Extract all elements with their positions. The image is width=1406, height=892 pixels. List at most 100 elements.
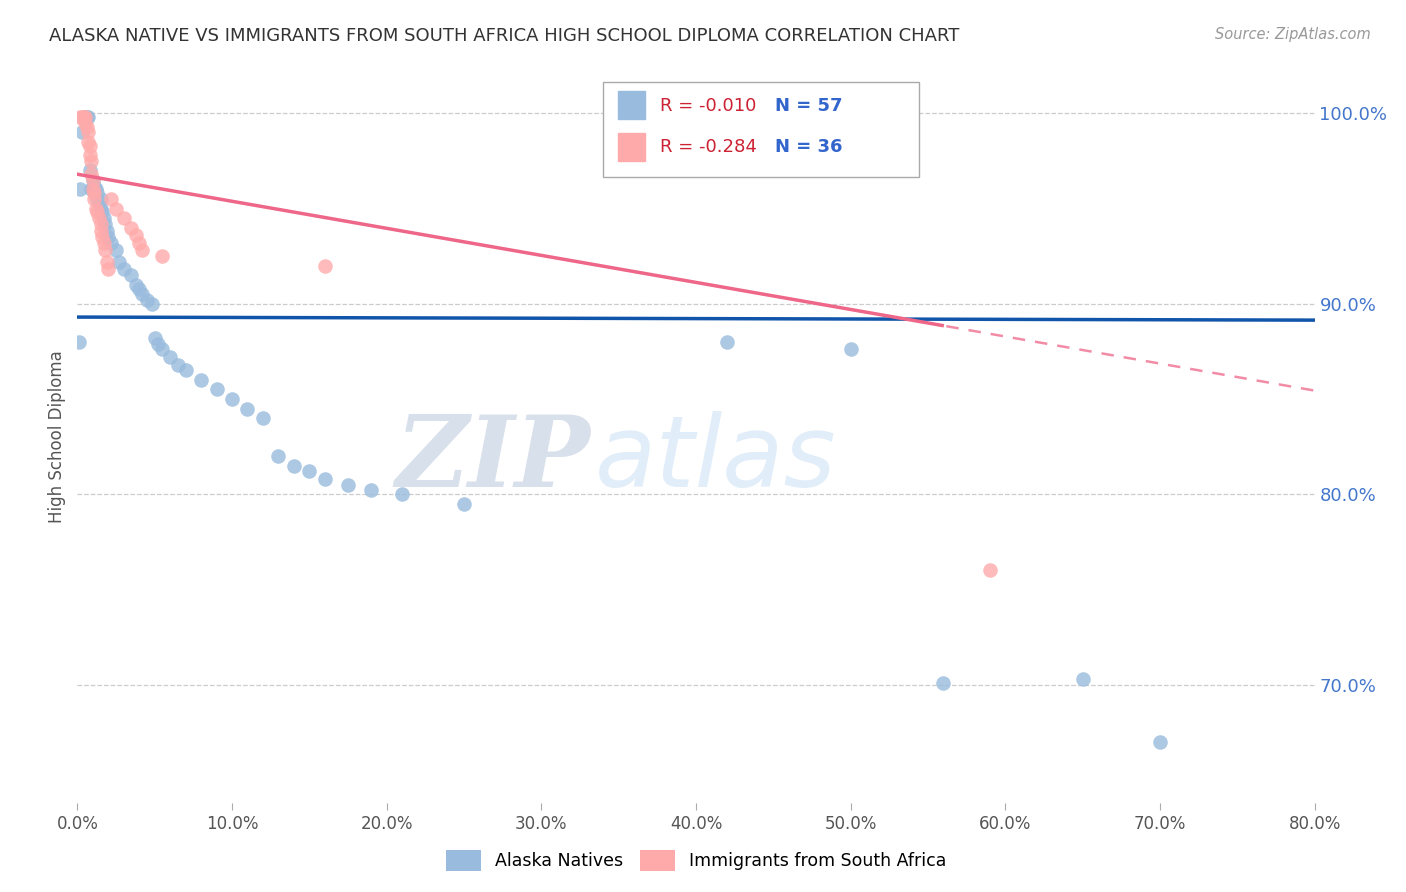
Text: N = 36: N = 36 bbox=[775, 138, 842, 156]
Point bbox=[70, 110, 93, 124]
Point bbox=[221, 392, 243, 406]
Point bbox=[75, 110, 96, 124]
Point bbox=[87, 197, 110, 211]
Point bbox=[70, 125, 93, 139]
Point bbox=[90, 192, 112, 206]
Point bbox=[82, 173, 104, 187]
Point bbox=[100, 192, 122, 206]
Point bbox=[112, 262, 135, 277]
Point bbox=[90, 224, 112, 238]
Point bbox=[84, 202, 107, 216]
Point bbox=[159, 350, 181, 364]
Point bbox=[252, 411, 274, 425]
Point bbox=[146, 336, 169, 351]
Point bbox=[105, 202, 128, 216]
FancyBboxPatch shape bbox=[603, 82, 918, 178]
Point bbox=[360, 483, 382, 498]
Text: N = 57: N = 57 bbox=[775, 96, 842, 115]
Point bbox=[314, 472, 336, 486]
Point bbox=[236, 401, 259, 416]
Point bbox=[91, 230, 114, 244]
Point bbox=[108, 255, 131, 269]
Point bbox=[72, 110, 94, 124]
Text: R = -0.010: R = -0.010 bbox=[659, 96, 756, 115]
Point bbox=[76, 120, 98, 134]
Point bbox=[79, 163, 101, 178]
Point bbox=[93, 211, 115, 225]
Point bbox=[131, 287, 153, 301]
Point bbox=[152, 249, 174, 263]
Point bbox=[125, 228, 148, 243]
Point bbox=[77, 110, 100, 124]
Point bbox=[125, 277, 148, 292]
Point bbox=[97, 262, 120, 277]
Point bbox=[141, 297, 163, 311]
Y-axis label: High School Diploma: High School Diploma bbox=[48, 351, 66, 524]
Point bbox=[75, 116, 96, 130]
Point bbox=[86, 186, 108, 201]
Point bbox=[75, 110, 96, 124]
Point bbox=[72, 110, 94, 124]
Legend: Alaska Natives, Immigrants from South Africa: Alaska Natives, Immigrants from South Af… bbox=[439, 843, 953, 879]
Point bbox=[97, 230, 120, 244]
Point bbox=[69, 110, 91, 124]
Point bbox=[1071, 672, 1094, 686]
Point bbox=[1149, 735, 1171, 749]
Point bbox=[90, 202, 112, 216]
Point bbox=[128, 281, 150, 295]
Bar bbox=[619, 91, 645, 119]
Text: ZIP: ZIP bbox=[396, 411, 591, 508]
Point bbox=[131, 244, 153, 258]
Point bbox=[90, 217, 112, 231]
Point bbox=[121, 268, 143, 282]
Point bbox=[121, 220, 143, 235]
Point bbox=[77, 135, 100, 149]
Point bbox=[453, 497, 475, 511]
Point bbox=[94, 244, 117, 258]
Point bbox=[979, 563, 1001, 577]
Point bbox=[190, 373, 212, 387]
Point bbox=[205, 383, 228, 397]
Point bbox=[93, 235, 115, 250]
Point bbox=[112, 211, 135, 225]
Point bbox=[91, 205, 114, 219]
Point bbox=[77, 125, 100, 139]
Point bbox=[105, 244, 128, 258]
Point bbox=[267, 449, 290, 463]
Point bbox=[314, 259, 336, 273]
Point bbox=[86, 205, 108, 219]
Point bbox=[94, 217, 117, 231]
Point bbox=[143, 331, 166, 345]
Point bbox=[83, 178, 105, 193]
Text: atlas: atlas bbox=[595, 410, 837, 508]
Point bbox=[174, 363, 197, 377]
Point bbox=[67, 334, 90, 349]
Point bbox=[391, 487, 413, 501]
Point bbox=[82, 182, 104, 196]
Point bbox=[128, 235, 150, 250]
Text: ALASKA NATIVE VS IMMIGRANTS FROM SOUTH AFRICA HIGH SCHOOL DIPLOMA CORRELATION CH: ALASKA NATIVE VS IMMIGRANTS FROM SOUTH A… bbox=[49, 27, 959, 45]
Text: Source: ZipAtlas.com: Source: ZipAtlas.com bbox=[1215, 27, 1371, 42]
Point bbox=[716, 334, 738, 349]
Point bbox=[152, 343, 174, 357]
Point bbox=[82, 173, 104, 187]
Point bbox=[84, 182, 107, 196]
Point bbox=[80, 167, 103, 181]
Point bbox=[167, 358, 190, 372]
Point bbox=[76, 110, 98, 124]
Point bbox=[96, 224, 118, 238]
Point bbox=[69, 182, 91, 196]
Point bbox=[932, 675, 955, 690]
Point bbox=[283, 458, 305, 473]
Bar bbox=[619, 133, 645, 161]
Point bbox=[337, 477, 360, 491]
Point bbox=[80, 153, 103, 168]
Point bbox=[100, 235, 122, 250]
Text: R = -0.284: R = -0.284 bbox=[659, 138, 756, 156]
Point bbox=[83, 192, 105, 206]
Point bbox=[839, 343, 862, 357]
Point bbox=[82, 182, 104, 196]
Point bbox=[80, 182, 103, 196]
Point bbox=[96, 255, 118, 269]
Point bbox=[83, 186, 105, 201]
